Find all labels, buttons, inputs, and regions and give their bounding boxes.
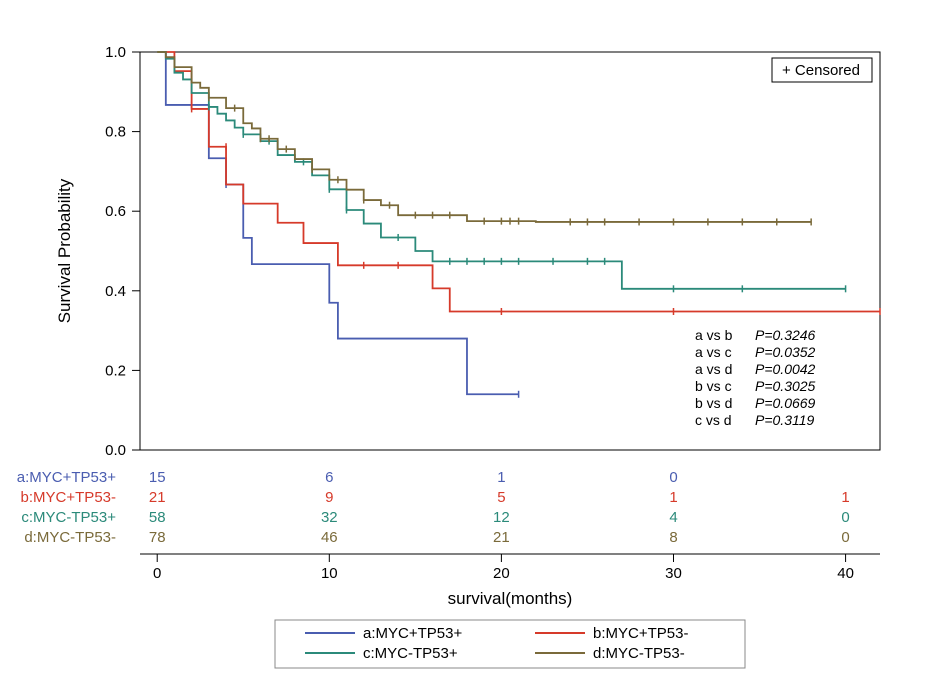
x-tick-label: 30 bbox=[665, 565, 682, 582]
risk-cell: 12 bbox=[493, 509, 510, 526]
pvalue-label: b vs c bbox=[695, 378, 732, 394]
y-tick-label: 0.2 bbox=[105, 362, 126, 379]
pvalue-value: P=0.3025 bbox=[755, 378, 816, 394]
survival-curve-c bbox=[157, 52, 845, 289]
pvalue-value: P=0.0669 bbox=[755, 395, 816, 411]
y-tick-label: 0.8 bbox=[105, 124, 126, 141]
risk-cell: 58 bbox=[149, 509, 166, 526]
risk-cell: 0 bbox=[841, 529, 849, 546]
x-tick-label: 0 bbox=[153, 565, 161, 582]
risk-cell: 0 bbox=[841, 509, 849, 526]
risk-cell: 0 bbox=[669, 469, 677, 486]
km-survival-chart: 0.0 0.2 0.4 0.6 0.8 1.0 Survival Probability + … bbox=[0, 0, 932, 694]
risk-cell: 1 bbox=[497, 469, 505, 486]
risk-cell: 8 bbox=[669, 529, 677, 546]
risk-cell: 4 bbox=[669, 509, 677, 526]
pvalue-value: P=0.3246 bbox=[755, 327, 816, 343]
risk-cell: 46 bbox=[321, 529, 338, 546]
risk-cell: 21 bbox=[149, 489, 166, 506]
x-tick-label: 10 bbox=[321, 565, 338, 582]
legend-label: c:MYC-TP53+ bbox=[363, 645, 458, 662]
risk-cell: 6 bbox=[325, 469, 333, 486]
legend-label: a:MYC+TP53+ bbox=[363, 625, 462, 642]
risk-row-label: d:MYC-TP53- bbox=[24, 529, 116, 546]
pvalue-label: b vs d bbox=[695, 395, 732, 411]
pvalue-label: a vs c bbox=[695, 344, 732, 360]
y-tick-label: 0.6 bbox=[105, 203, 126, 220]
survival-curve-a bbox=[157, 52, 518, 394]
risk-cell: 15 bbox=[149, 469, 166, 486]
x-tick-label: 20 bbox=[493, 565, 510, 582]
pvalue-value: P=0.0352 bbox=[755, 344, 816, 360]
y-tick-label: 0.0 bbox=[105, 442, 126, 459]
pvalue-value: P=0.3119 bbox=[755, 412, 815, 428]
censored-legend-label: + Censored bbox=[782, 62, 860, 79]
risk-row-label: a:MYC+TP53+ bbox=[17, 469, 116, 486]
risk-cell: 1 bbox=[669, 489, 677, 506]
risk-cell: 78 bbox=[149, 529, 166, 546]
legend-label: d:MYC-TP53- bbox=[593, 645, 685, 662]
y-tick-label: 1.0 bbox=[105, 44, 126, 61]
survival-curve-b bbox=[157, 52, 880, 311]
risk-cell: 32 bbox=[321, 509, 338, 526]
pvalue-value: P=0.0042 bbox=[755, 361, 816, 377]
risk-cell: 5 bbox=[497, 489, 505, 506]
y-tick-label: 0.4 bbox=[105, 283, 126, 300]
risk-cell: 9 bbox=[325, 489, 333, 506]
survival-curve-d bbox=[157, 52, 811, 222]
pvalue-label: a vs d bbox=[695, 361, 732, 377]
legend-label: b:MYC+TP53- bbox=[593, 625, 688, 642]
risk-row-label: b:MYC+TP53- bbox=[21, 489, 116, 506]
risk-row-label: c:MYC-TP53+ bbox=[21, 509, 116, 526]
x-axis-label: survival(months) bbox=[448, 589, 573, 608]
risk-cell: 1 bbox=[841, 489, 849, 506]
x-tick-label: 40 bbox=[837, 565, 854, 582]
y-axis-label: Survival Probability bbox=[55, 178, 74, 323]
pvalue-label: c vs d bbox=[695, 412, 732, 428]
risk-cell: 21 bbox=[493, 529, 510, 546]
pvalue-label: a vs b bbox=[695, 327, 733, 343]
